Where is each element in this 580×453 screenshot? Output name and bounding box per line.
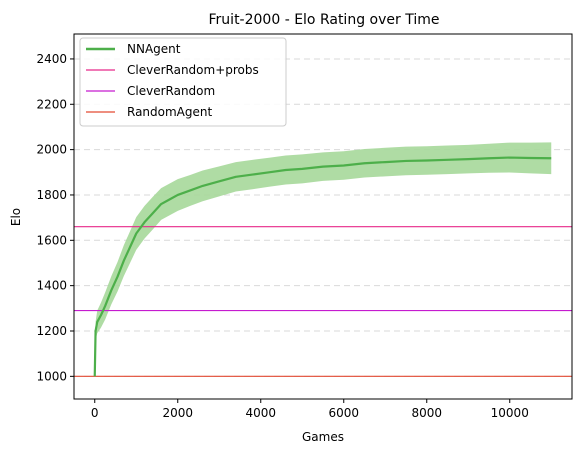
plot-frame	[73, 33, 573, 400]
y-tick-label: 1800	[36, 188, 67, 202]
y-tick-label: 1600	[36, 233, 67, 247]
x-tick-label: 0	[91, 406, 99, 420]
chart-title: Fruit-2000 - Elo Rating over Time	[209, 12, 440, 28]
y-tick-label: 1000	[36, 369, 67, 383]
x-tick-label: 10000	[491, 406, 529, 420]
x-tick-label: 2000	[162, 406, 193, 420]
legend-label: CleverRandom	[127, 84, 215, 98]
legend-label: RandomAgent	[127, 105, 212, 119]
y-tick-label: 1200	[36, 324, 67, 338]
y-tick-label: 1400	[36, 279, 67, 293]
series-line-layer	[93, 156, 552, 377]
nnagent-line	[93, 156, 552, 377]
y-axis-label: Elo	[9, 208, 23, 226]
legend-label: CleverRandom+probs	[127, 63, 259, 77]
x-axis-ticks: 0 2000 4000 6000 8000 10000	[91, 399, 529, 420]
x-axis-label: Games	[302, 430, 344, 444]
y-tick-label: 2000	[36, 143, 67, 157]
x-tick-label: 4000	[245, 406, 276, 420]
legend-label: NNAgent	[127, 42, 181, 56]
nnagent-confidence-band	[94, 142, 552, 377]
y-tick-label: 2200	[36, 97, 67, 111]
y-axis-ticks: 1000 1200 1400 1600 1800 2000 2200 2400	[36, 52, 74, 383]
reference-lines-layer	[74, 226, 572, 377]
x-tick-label: 8000	[411, 406, 442, 420]
legend: NNAgent CleverRandom+probs CleverRandom Ran…	[79, 37, 287, 127]
legend-box	[79, 37, 287, 127]
confidence-band-layer	[94, 142, 552, 377]
x-tick-label: 6000	[328, 406, 359, 420]
y-tick-label: 2400	[36, 52, 67, 66]
